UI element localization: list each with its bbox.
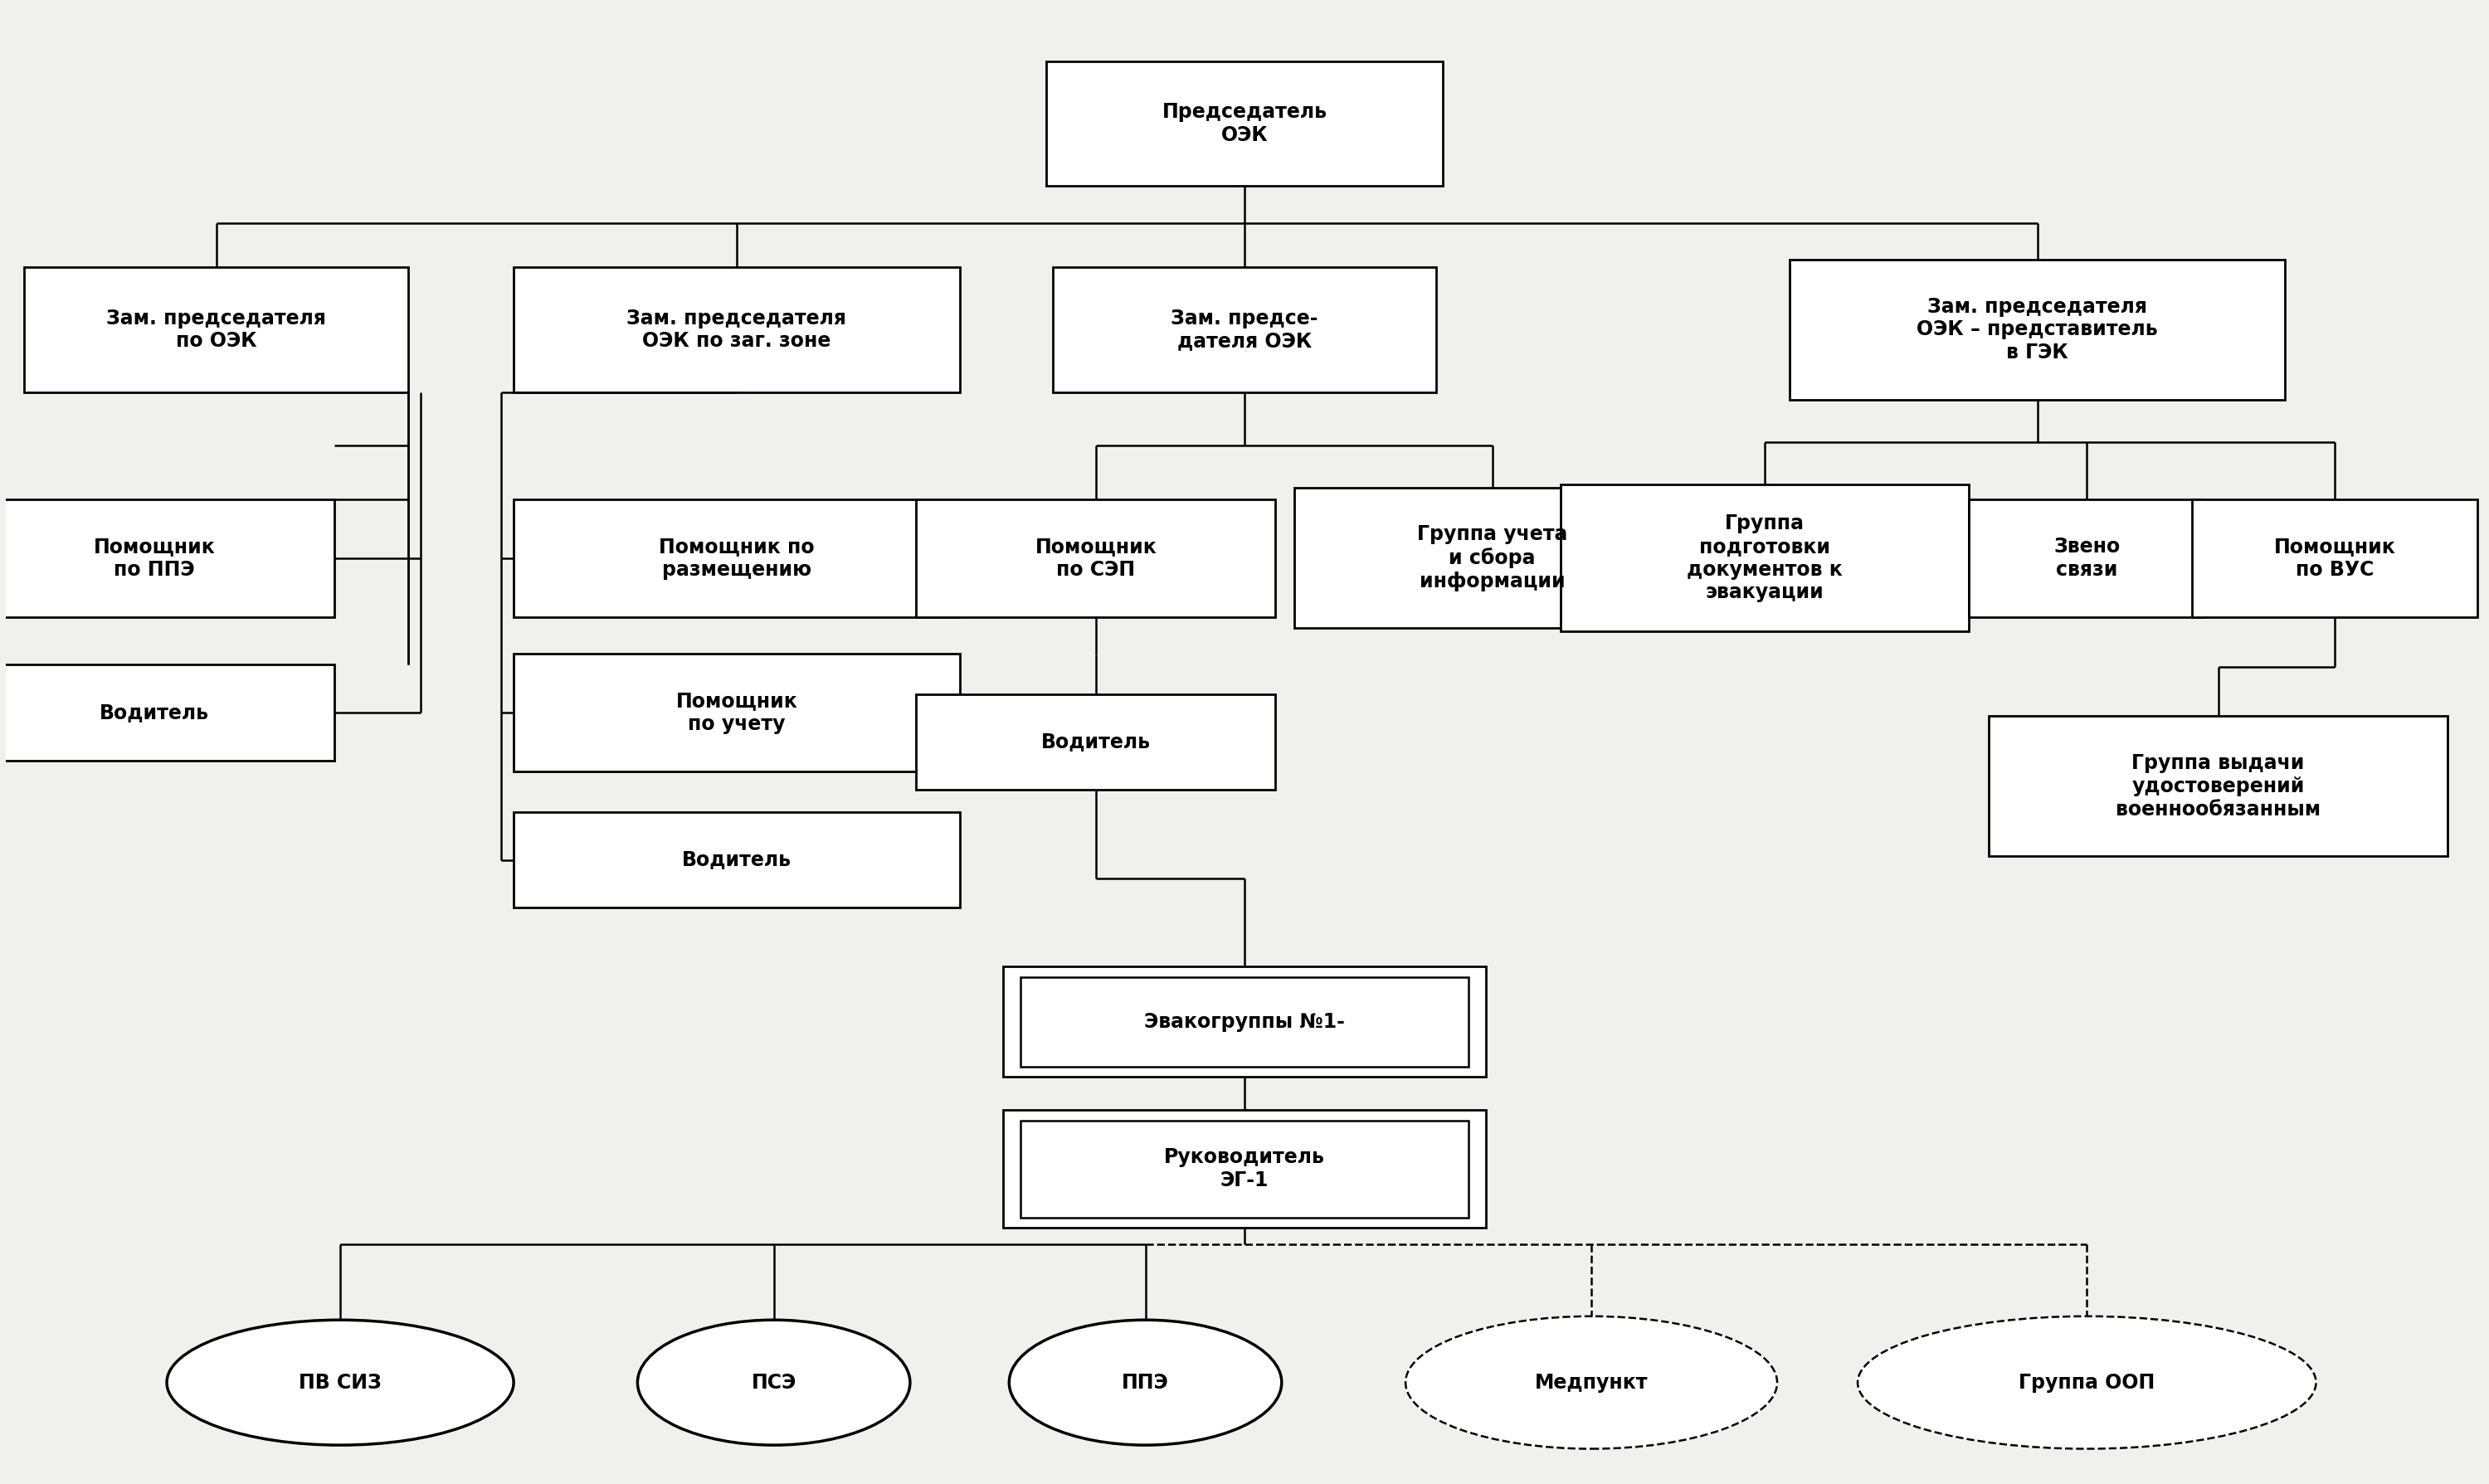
Text: Зам. председателя
ОЭК по заг. зоне: Зам. председателя ОЭК по заг. зоне	[627, 309, 846, 352]
FancyBboxPatch shape	[2193, 499, 2477, 617]
FancyBboxPatch shape	[25, 267, 408, 392]
Text: Помощник
по учету: Помощник по учету	[675, 692, 796, 735]
Text: ПСЭ: ПСЭ	[752, 1373, 796, 1392]
Ellipse shape	[1857, 1316, 2315, 1448]
FancyBboxPatch shape	[0, 665, 334, 760]
FancyBboxPatch shape	[1003, 1110, 1486, 1227]
Text: Водитель: Водитель	[100, 702, 209, 723]
FancyBboxPatch shape	[1053, 267, 1436, 392]
Text: Медпункт: Медпункт	[1536, 1373, 1648, 1392]
Text: Помощник по
размещению: Помощник по размещению	[660, 536, 814, 579]
FancyBboxPatch shape	[513, 267, 961, 392]
FancyBboxPatch shape	[1045, 61, 1444, 186]
Ellipse shape	[1008, 1319, 1282, 1445]
Text: Зам. председателя
ОЭК – представитель
в ГЭК: Зам. председателя ОЭК – представитель в …	[1917, 297, 2158, 362]
Text: Группа ООП: Группа ООП	[2019, 1373, 2155, 1392]
Text: Помощник
по ВУС: Помощник по ВУС	[2275, 536, 2394, 579]
FancyBboxPatch shape	[513, 812, 961, 908]
Text: Группа выдачи
удостоверений
военнообязанным: Группа выдачи удостоверений военнообязан…	[2116, 754, 2320, 819]
Text: ППЭ: ППЭ	[1123, 1373, 1170, 1392]
FancyBboxPatch shape	[1969, 499, 2205, 617]
Ellipse shape	[637, 1319, 911, 1445]
Text: Зам. предсе-
дателя ОЭК: Зам. предсе- дателя ОЭК	[1170, 309, 1319, 352]
FancyBboxPatch shape	[1561, 484, 1969, 632]
Ellipse shape	[1406, 1316, 1777, 1448]
Text: Руководитель
ЭГ-1: Руководитель ЭГ-1	[1165, 1147, 1324, 1190]
Ellipse shape	[167, 1319, 513, 1445]
FancyBboxPatch shape	[513, 653, 961, 772]
Text: Водитель: Водитель	[682, 850, 792, 870]
FancyBboxPatch shape	[1003, 966, 1486, 1077]
Text: Водитель: Водитель	[1040, 732, 1150, 752]
Text: Группа
подготовки
документов к
эвакуации: Группа подготовки документов к эвакуации	[1688, 513, 1842, 603]
Text: ПВ СИЗ: ПВ СИЗ	[299, 1373, 381, 1392]
Text: Эвакогруппы №1-: Эвакогруппы №1-	[1145, 1012, 1344, 1031]
FancyBboxPatch shape	[1294, 488, 1690, 628]
FancyBboxPatch shape	[0, 499, 334, 617]
Text: Помощник
по СЭП: Помощник по СЭП	[1035, 536, 1157, 579]
Text: Звено
связи: Звено связи	[2053, 536, 2121, 579]
Text: Группа учета
и сбора
информации: Группа учета и сбора информации	[1416, 524, 1568, 591]
Text: Председатель
ОЭК: Председатель ОЭК	[1162, 102, 1327, 145]
FancyBboxPatch shape	[916, 695, 1274, 789]
FancyBboxPatch shape	[1989, 717, 2447, 856]
Text: Зам. председателя
по ОЭК: Зам. председателя по ОЭК	[107, 309, 326, 352]
FancyBboxPatch shape	[916, 499, 1274, 617]
FancyBboxPatch shape	[513, 499, 961, 617]
FancyBboxPatch shape	[1790, 260, 2285, 399]
Text: Помощник
по ППЭ: Помощник по ППЭ	[95, 536, 214, 579]
